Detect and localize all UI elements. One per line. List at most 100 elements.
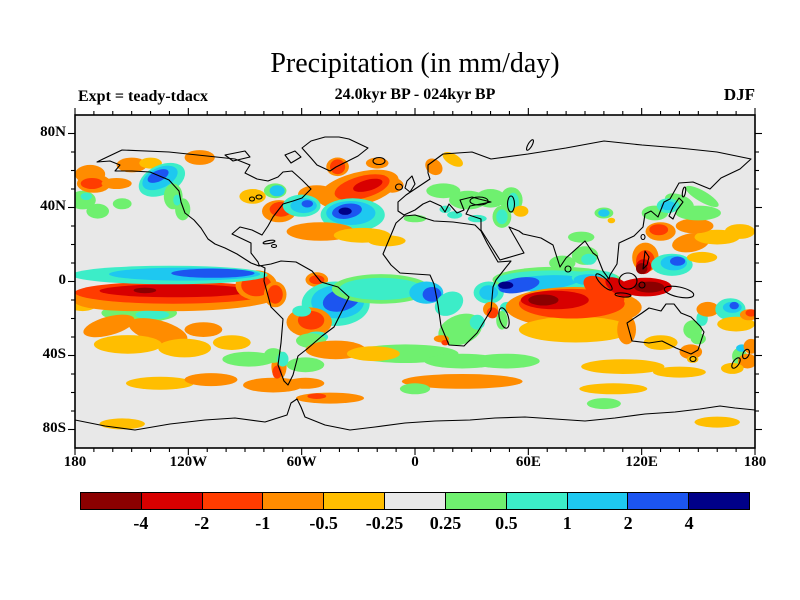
anomaly-region [184, 150, 215, 165]
anomaly-region [579, 383, 648, 395]
anomaly-region [479, 285, 499, 300]
anomaly-region [301, 200, 313, 208]
anomaly-region [660, 201, 676, 211]
anomaly-region [738, 353, 755, 369]
anomaly-region [498, 281, 514, 289]
anomaly-region [496, 311, 508, 330]
anomaly-region [675, 205, 721, 221]
x-axis-label: 120E [625, 454, 658, 470]
anomaly-region [425, 158, 443, 176]
season-label: DJF [723, 85, 755, 104]
anomaly-region [212, 335, 251, 350]
anomaly-region [583, 275, 625, 306]
anomaly-region [184, 373, 238, 387]
anomaly-region [434, 291, 464, 316]
anomaly-region [471, 353, 540, 369]
anomaly-region [286, 377, 325, 389]
anomaly-region [338, 207, 352, 215]
colorbar-tick-label: -0.5 [309, 513, 338, 533]
anomaly-region [670, 256, 686, 266]
anomaly-region [528, 294, 559, 306]
anomaly-region [93, 335, 162, 354]
colorbar-segment [445, 493, 507, 509]
colorbar-tick-label: -4 [133, 513, 149, 533]
anomaly-region [116, 157, 147, 173]
anomaly-region [80, 192, 92, 201]
colorbar-tick-label: -2 [194, 513, 210, 533]
anomaly-region [292, 305, 312, 317]
anomaly-region [447, 211, 463, 219]
coastline [224, 150, 251, 162]
coastline-island [689, 355, 697, 363]
anomaly-region [717, 316, 755, 332]
anomaly-region [442, 152, 463, 167]
anomaly-region [339, 277, 423, 300]
coastline [284, 150, 302, 164]
anomaly-region [135, 310, 170, 320]
anomaly-region [112, 198, 132, 210]
anomaly-region [80, 178, 104, 189]
anomaly-region [685, 185, 719, 207]
anomaly-region [694, 416, 740, 428]
anomaly-region [239, 189, 266, 204]
anomaly-region [513, 205, 529, 217]
anomaly-region [269, 185, 285, 197]
colorbar-tick-label: 4 [684, 513, 694, 533]
anomaly-region [568, 231, 595, 243]
colorbar-tick-label: 0.25 [429, 513, 462, 533]
coastline-island [618, 272, 638, 290]
anomaly-region [581, 359, 665, 374]
coastline-island [506, 195, 516, 213]
colorbar-segment [385, 493, 446, 509]
anomaly-region [399, 383, 431, 395]
anomaly-region [696, 301, 720, 317]
anomaly-region [347, 346, 400, 362]
coastline [75, 398, 755, 431]
y-axis-label: 0 [58, 271, 67, 288]
colorbar-segment [567, 493, 629, 509]
colorbar-segment [689, 493, 749, 509]
coastline [382, 214, 512, 347]
anomaly-region [401, 374, 523, 389]
coastline-layer [75, 136, 755, 431]
coastline [404, 175, 416, 193]
anomaly-region [724, 224, 755, 239]
map-plot-area [68, 108, 762, 455]
x-axis-label: 180 [743, 454, 767, 470]
coastline-island [394, 183, 404, 191]
anomaly-region [507, 192, 519, 212]
experiment-label: Expt = teady-tdacx [78, 88, 208, 105]
colorbar-segment [81, 493, 142, 509]
y-axis-label: 80S [42, 419, 66, 436]
coastline-island [469, 196, 489, 206]
coastline-island [248, 196, 256, 202]
anomaly-region [139, 157, 162, 169]
anomaly-region [267, 285, 283, 304]
coastline [642, 250, 650, 270]
anomaly-region [277, 351, 289, 367]
anomaly-region [83, 314, 135, 338]
anomaly-region [634, 281, 665, 293]
y-axis-label: 80N [40, 123, 66, 140]
coastline-island [742, 348, 750, 360]
anomaly-region [649, 224, 669, 236]
coastline-island [681, 186, 687, 198]
coastline-island [614, 292, 632, 298]
anomaly-region [365, 157, 389, 169]
world-map-canvas [68, 108, 762, 455]
anomaly-region [745, 309, 755, 317]
colorbar-tick-label: -1 [255, 513, 271, 533]
coastline [626, 303, 705, 355]
coastline-island [270, 243, 278, 249]
coastline [668, 197, 684, 220]
anomaly-region [426, 183, 461, 199]
y-axis-label: 40N [40, 197, 66, 214]
x-axis-label: 120W [169, 454, 208, 470]
colorbar-segment [202, 493, 264, 509]
colorbar-tick-label: 1 [562, 513, 572, 533]
colorbar-tick-label: -0.25 [365, 513, 404, 533]
anomaly-region [171, 268, 255, 278]
coastline-island [731, 357, 741, 369]
coastline-island [255, 194, 263, 200]
